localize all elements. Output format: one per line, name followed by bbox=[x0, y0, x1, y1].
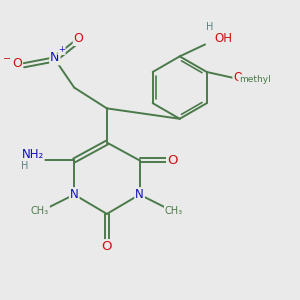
Text: OH: OH bbox=[214, 32, 232, 45]
Text: H: H bbox=[206, 22, 213, 32]
Text: NH₂: NH₂ bbox=[22, 148, 44, 161]
Text: O: O bbox=[12, 57, 22, 70]
Text: methyl: methyl bbox=[239, 75, 271, 84]
Text: O: O bbox=[233, 71, 243, 84]
Text: N: N bbox=[70, 188, 79, 201]
Text: H: H bbox=[22, 161, 29, 171]
Text: O: O bbox=[74, 32, 84, 45]
Text: O: O bbox=[102, 240, 112, 253]
Text: CH₃: CH₃ bbox=[165, 206, 183, 216]
Text: CH₃: CH₃ bbox=[31, 206, 49, 216]
Text: O: O bbox=[167, 154, 178, 167]
Text: −: − bbox=[3, 54, 11, 64]
Text: +: + bbox=[58, 45, 65, 54]
Text: N: N bbox=[135, 188, 144, 201]
Text: N: N bbox=[50, 51, 60, 64]
